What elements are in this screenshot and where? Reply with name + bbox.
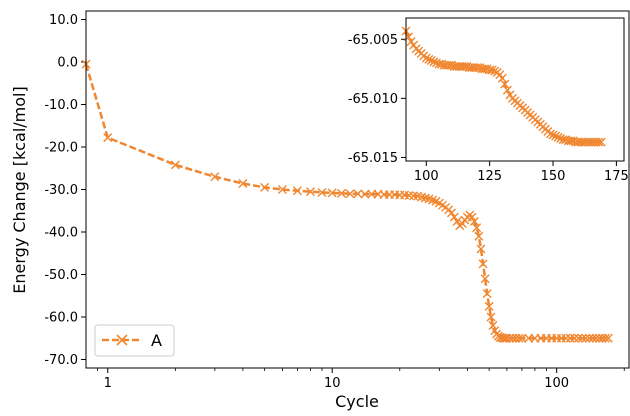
main-x-tick-label: 1 bbox=[104, 376, 112, 391]
inset-plot-area bbox=[401, 26, 606, 147]
main-data-point bbox=[486, 312, 496, 322]
main-data-point bbox=[337, 188, 346, 198]
main-data-point bbox=[480, 274, 490, 284]
main-data-point bbox=[238, 179, 248, 189]
main-y-tick-label: -70.0 bbox=[44, 353, 78, 368]
main-y-tick-label: -60.0 bbox=[44, 311, 78, 326]
inset-x-tick-label: 100 bbox=[414, 169, 439, 184]
main-y-tick-label: -30.0 bbox=[44, 183, 78, 198]
main-x-tick-label: 10 bbox=[324, 376, 341, 391]
main-data-point bbox=[561, 333, 571, 343]
main-data-point bbox=[517, 333, 527, 343]
main-data-point bbox=[353, 189, 363, 199]
legend: A bbox=[94, 324, 175, 357]
inset-x-tick-label: 150 bbox=[541, 169, 566, 184]
main-data-point bbox=[603, 333, 613, 343]
main-data-point bbox=[305, 187, 315, 197]
y-axis-label: Energy Change [kcal/mol] bbox=[10, 86, 29, 293]
main-data-point bbox=[482, 289, 492, 299]
main-data-point bbox=[581, 333, 591, 343]
main-data-point bbox=[584, 333, 594, 343]
main-data-point bbox=[103, 133, 113, 143]
inset-y-tick-label: -65.005 bbox=[348, 33, 398, 48]
main-data-point bbox=[317, 187, 327, 197]
main-data-point bbox=[577, 333, 587, 343]
inset-x-tick-label: 125 bbox=[477, 169, 502, 184]
inset-data-point bbox=[490, 66, 500, 76]
main-data-point bbox=[469, 216, 479, 226]
main-data-point bbox=[569, 333, 579, 343]
main-y-tick-label: -40.0 bbox=[44, 226, 78, 241]
main-y-tick-label: 0.0 bbox=[57, 56, 78, 71]
main-data-point bbox=[292, 186, 302, 196]
main-axes-frame bbox=[85, 10, 630, 369]
main-data-point bbox=[474, 231, 484, 241]
main-data-point bbox=[565, 333, 575, 343]
inset-x-tick-label: 175 bbox=[604, 169, 629, 184]
legend-marker-x-icon bbox=[116, 334, 128, 346]
inset-axes-frame bbox=[405, 17, 625, 162]
inset-data-point bbox=[594, 137, 604, 147]
x-axis-label: Cycle bbox=[335, 392, 379, 411]
main-data-point bbox=[452, 216, 462, 226]
main-data-point bbox=[360, 189, 370, 199]
main-data-point bbox=[484, 301, 494, 311]
main-series-line bbox=[84, 63, 609, 340]
main-data-point bbox=[449, 212, 459, 222]
inset-data-point bbox=[426, 56, 436, 66]
inset-data-point bbox=[429, 57, 439, 67]
inset-data-point bbox=[487, 65, 497, 75]
inset-data-point bbox=[502, 85, 512, 95]
inset-data-point bbox=[553, 132, 563, 142]
inset-data-point bbox=[421, 53, 431, 63]
main-data-point bbox=[573, 333, 583, 343]
inset-data-point bbox=[545, 129, 555, 139]
main-plot-area bbox=[81, 59, 613, 343]
inset-y-tick-label: -65.015 bbox=[348, 151, 398, 166]
main-data-point bbox=[514, 333, 524, 343]
inset-data-point bbox=[497, 73, 507, 83]
main-y-tick-label: 10.0 bbox=[49, 13, 78, 28]
main-y-tick-label: -10.0 bbox=[44, 98, 78, 113]
main-y-tick-label: -20.0 bbox=[44, 141, 78, 156]
inset-data-point bbox=[596, 137, 606, 147]
main-data-point bbox=[478, 259, 488, 269]
inset-data-point bbox=[500, 79, 510, 89]
inset-axis-ticks: 100 125 150 175 -65.005 -65.010 -65.015 bbox=[348, 33, 629, 184]
inset-data-point bbox=[548, 130, 558, 140]
main-data-point bbox=[499, 333, 509, 343]
inset-y-tick-label: -65.010 bbox=[348, 92, 398, 107]
legend-entry-a: A bbox=[151, 331, 162, 350]
main-data-point bbox=[588, 333, 598, 343]
main-data-point bbox=[488, 321, 498, 330]
main-x-tick-label: 100 bbox=[544, 376, 569, 391]
main-y-tick-label: -50.0 bbox=[44, 268, 78, 283]
main-data-point bbox=[260, 182, 270, 192]
inset-data-point bbox=[551, 131, 561, 141]
main-data-point bbox=[467, 212, 477, 222]
main-data-point bbox=[277, 185, 287, 194]
main-data-point bbox=[345, 189, 355, 199]
main-data-point bbox=[472, 223, 482, 233]
main-data-point bbox=[600, 333, 610, 343]
main-data-point bbox=[447, 208, 457, 218]
main-data-point bbox=[210, 172, 220, 182]
main-data-point bbox=[476, 244, 486, 254]
main-data-point bbox=[327, 188, 337, 198]
main-data-point bbox=[170, 160, 180, 170]
inset-data-point bbox=[424, 54, 434, 64]
inset-background bbox=[406, 18, 624, 161]
